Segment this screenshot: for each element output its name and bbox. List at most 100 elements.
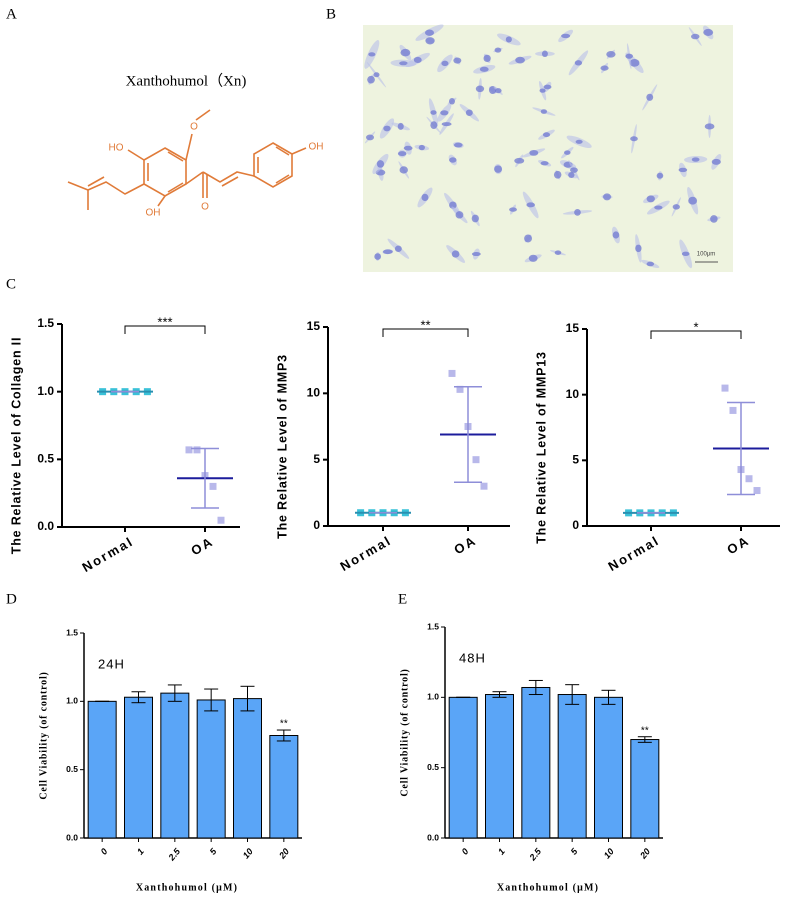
data-point [193, 446, 201, 454]
y-tick-label: 1.0 [66, 696, 78, 706]
nucleus [367, 75, 375, 84]
nucleus [494, 47, 502, 53]
x-tick-label: 5 [569, 846, 581, 857]
data-point [745, 475, 753, 483]
y-tick-label: 5 [313, 452, 320, 466]
bar [124, 696, 153, 839]
nucleus [603, 193, 612, 201]
annotation: 24H [98, 656, 125, 671]
y-tick-label: 0.5 [66, 764, 78, 774]
nucleus [397, 151, 407, 157]
nucleus [691, 157, 700, 162]
y-tick-label: 0.0 [37, 519, 54, 533]
x-tick-label: 5 [208, 846, 220, 857]
y-axis-label: The Relative Level of MMP13 [534, 351, 548, 544]
nucleus [574, 209, 581, 216]
nucleus [483, 54, 491, 63]
y-tick-label: 0.5 [37, 452, 54, 466]
nucleus [494, 88, 502, 94]
nucleus [453, 142, 463, 148]
y-tick-label: 0.5 [427, 762, 439, 772]
micrograph [363, 24, 733, 272]
nucleus [403, 145, 413, 151]
bar [485, 694, 514, 839]
panel-label: B [326, 6, 336, 22]
bar [557, 694, 587, 839]
atom-label: HO [109, 143, 124, 154]
data-point [721, 384, 729, 392]
y-tick-label: 1.5 [66, 627, 78, 637]
nucleus [509, 207, 517, 212]
atom-label: O [190, 122, 198, 133]
nucleus [678, 167, 688, 173]
nucleus [514, 157, 525, 164]
data-point [480, 482, 488, 490]
significance-label: * [693, 319, 698, 334]
nucleus [373, 72, 380, 78]
nucleus [479, 66, 489, 72]
annotation: 48H [459, 650, 486, 665]
nucleus [425, 29, 435, 36]
x-tick-label: Normal [606, 533, 663, 574]
nucleus [575, 139, 583, 144]
nucleus [690, 33, 700, 40]
nucleus [394, 245, 402, 252]
y-tick-label: 10 [566, 387, 580, 401]
bar [233, 698, 262, 839]
nucleus [630, 136, 638, 142]
nucleus [625, 53, 633, 59]
y-axis-label: Cell Viability (of control) [38, 671, 49, 799]
x-tick-label: OA [451, 533, 479, 558]
panel-label: C [6, 276, 16, 292]
nucleus [449, 201, 457, 209]
nucleus [524, 234, 532, 243]
x-tick-label: Normal [338, 533, 395, 574]
nucleus [646, 195, 655, 203]
atom-label: OH [146, 208, 161, 219]
y-tick-label: 1.0 [427, 692, 439, 702]
data-point [729, 406, 737, 414]
x-tick-label: 1 [135, 846, 146, 856]
x-axis-label: Xanthohumol (μM) [497, 882, 599, 893]
x-tick-label: 0 [460, 846, 471, 856]
nucleus [704, 123, 715, 130]
nucleus [564, 150, 571, 155]
nucleus [554, 250, 562, 255]
nucleus [418, 144, 425, 151]
x-tick-label: 2.5 [527, 846, 544, 864]
bar [594, 696, 623, 839]
significance-bracket [650, 330, 742, 339]
nucleus [453, 57, 462, 64]
nucleus [540, 109, 548, 114]
data-point [185, 446, 193, 454]
nucleus [421, 193, 429, 202]
x-tick-label: OA [188, 534, 216, 559]
nucleus [654, 205, 663, 210]
nucleus [400, 48, 411, 57]
nucleus [448, 98, 455, 105]
data-point [448, 369, 456, 377]
nucleus [368, 52, 376, 57]
nucleus [526, 202, 535, 208]
scale-bar-label: 100μm [697, 252, 715, 258]
atom-label: OH [309, 142, 324, 153]
y-tick-label: 15 [566, 321, 580, 335]
nucleus [399, 61, 408, 66]
nucleus [646, 93, 654, 101]
x-tick-label: 20 [276, 846, 291, 861]
nucleus [656, 172, 664, 179]
nucleus [629, 58, 640, 67]
nucleus [529, 149, 539, 156]
bar [269, 735, 299, 839]
x-tick-label: 20 [637, 846, 652, 861]
nucleus [646, 261, 655, 267]
nucleus [374, 253, 382, 260]
nucleus [366, 134, 375, 141]
nucleus [397, 122, 404, 130]
significance-label: ** [280, 719, 288, 730]
bar [448, 696, 478, 839]
nucleus [711, 158, 721, 165]
y-tick-label: 0 [313, 518, 320, 532]
nucleus [540, 161, 549, 166]
nucleus [383, 125, 391, 132]
